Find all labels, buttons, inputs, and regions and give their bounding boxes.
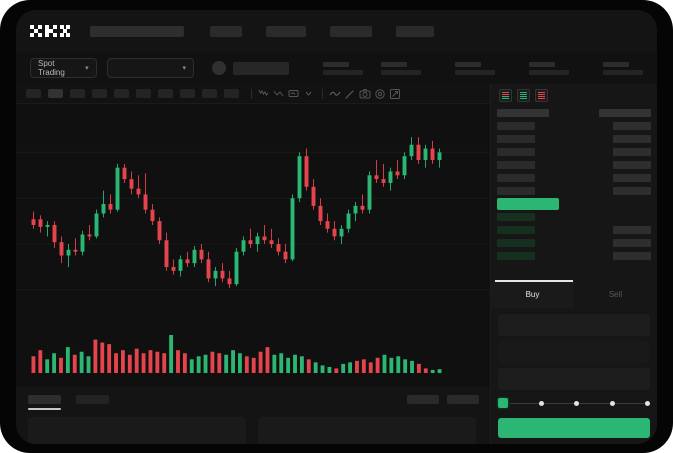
chart-toolbar bbox=[16, 84, 491, 104]
orderbook-mode-asks[interactable] bbox=[535, 88, 548, 102]
orderbook-bid-row[interactable] bbox=[497, 249, 651, 262]
orderbook-bid-row[interactable] bbox=[497, 210, 651, 223]
camera-icon[interactable] bbox=[358, 87, 371, 100]
stat-volume bbox=[603, 61, 643, 75]
nav-search-bar[interactable] bbox=[90, 25, 184, 37]
toolbar-divider bbox=[251, 88, 252, 99]
timeframe-button-7[interactable] bbox=[158, 89, 173, 98]
tab-sell[interactable]: Sell bbox=[574, 280, 657, 308]
indicators-icon[interactable] bbox=[287, 87, 300, 100]
trend-line-icon[interactable] bbox=[328, 87, 341, 100]
step-dot-4[interactable] bbox=[609, 400, 615, 406]
tab-buy[interactable]: Buy bbox=[491, 280, 574, 308]
orderbook-ask-row[interactable] bbox=[497, 132, 651, 145]
orders-tabs bbox=[16, 387, 491, 411]
timeframe-button-8[interactable] bbox=[180, 89, 195, 98]
market-info-bar: Spot Trading ▾ ▾ bbox=[16, 52, 657, 84]
step-dot-3[interactable] bbox=[574, 400, 579, 406]
order-type-field[interactable] bbox=[498, 314, 650, 336]
timeframe-button-5[interactable] bbox=[114, 89, 129, 98]
primary-cta-button[interactable] bbox=[498, 418, 650, 438]
orderbook-column-header bbox=[497, 106, 651, 119]
orderbook-rows[interactable] bbox=[491, 106, 657, 276]
settings-gear-icon[interactable] bbox=[373, 87, 386, 100]
orderbook-ask-row[interactable] bbox=[497, 184, 651, 197]
timeframe-button-1[interactable] bbox=[26, 89, 41, 98]
stat-high bbox=[455, 61, 495, 75]
nav-item-2[interactable] bbox=[266, 25, 306, 37]
orders-actions bbox=[407, 394, 479, 404]
toolbar-divider bbox=[322, 88, 323, 99]
timeframe-button-6[interactable] bbox=[136, 89, 151, 98]
stat-change bbox=[381, 61, 421, 75]
orderbook-mode-bids[interactable] bbox=[517, 88, 530, 102]
step-dot-2[interactable] bbox=[538, 400, 544, 406]
panel-divider bbox=[490, 84, 491, 444]
timeframe-button-3[interactable] bbox=[70, 89, 85, 98]
onboarding-step-indicator bbox=[491, 396, 657, 410]
timeframe-button-9[interactable] bbox=[202, 89, 217, 98]
bottom-action-2[interactable] bbox=[447, 394, 479, 404]
fullscreen-icon[interactable] bbox=[388, 87, 401, 100]
orders-panel bbox=[16, 387, 491, 444]
tab-open-orders[interactable] bbox=[28, 394, 61, 404]
nav-item-3[interactable] bbox=[330, 25, 372, 37]
orderbook-ask-row[interactable] bbox=[497, 145, 651, 158]
orders-cards bbox=[16, 411, 491, 444]
timeframe-button-10[interactable] bbox=[224, 89, 239, 98]
bottom-card-2[interactable] bbox=[258, 417, 476, 444]
chevron-down-icon[interactable] bbox=[302, 87, 315, 100]
stat-last-price bbox=[323, 61, 363, 75]
active-tab-underline bbox=[495, 280, 573, 282]
nav-item-4[interactable] bbox=[396, 25, 434, 37]
candlestick-chart[interactable] bbox=[16, 104, 491, 319]
tab-buy-label: Buy bbox=[525, 289, 540, 299]
coin-logo-icon bbox=[212, 61, 226, 75]
chevron-down-icon: ▾ bbox=[182, 64, 186, 72]
volume-histogram[interactable] bbox=[16, 319, 491, 387]
current-pair[interactable] bbox=[212, 61, 289, 75]
trade-form bbox=[491, 308, 657, 390]
drawing-tools-icon[interactable] bbox=[343, 87, 356, 100]
price-field[interactable] bbox=[498, 341, 650, 363]
bottom-action-1[interactable] bbox=[407, 394, 439, 404]
orderbook-ask-row[interactable] bbox=[497, 171, 651, 184]
chevron-down-icon: ▾ bbox=[85, 64, 89, 72]
nav-item-1[interactable] bbox=[210, 25, 242, 37]
bottom-card-1[interactable] bbox=[28, 417, 246, 444]
line-chart-icon[interactable] bbox=[272, 87, 285, 100]
active-tab-underline bbox=[28, 408, 61, 410]
pair-name-label bbox=[233, 61, 289, 75]
orderbook-highlighted-row[interactable] bbox=[497, 197, 651, 210]
orderbook-ask-row[interactable] bbox=[497, 119, 651, 132]
top-navigation-bar bbox=[16, 10, 657, 52]
okx-logo[interactable] bbox=[30, 25, 70, 37]
timeframe-button-4[interactable] bbox=[92, 89, 107, 98]
trade-sidebar: Buy Sell bbox=[491, 84, 657, 444]
pair-selector[interactable]: ▾ bbox=[106, 58, 194, 78]
app-screen: Spot Trading ▾ ▾ bbox=[16, 10, 657, 444]
stat-low bbox=[529, 61, 569, 75]
step-dot-1[interactable] bbox=[498, 398, 508, 408]
tab-order-history[interactable] bbox=[76, 394, 109, 404]
tab-sell-label: Sell bbox=[608, 289, 623, 299]
timeframe-button-2[interactable] bbox=[48, 89, 63, 98]
orderbook-ask-row[interactable] bbox=[497, 158, 651, 171]
orderbook-mode-both[interactable] bbox=[499, 88, 512, 102]
amount-field[interactable] bbox=[498, 368, 650, 390]
trade-mode-label: Spot Trading bbox=[38, 59, 65, 77]
orderbook-bid-row[interactable] bbox=[497, 223, 651, 236]
trade-mode-selector[interactable]: Spot Trading ▾ bbox=[30, 58, 97, 78]
orderbook-header bbox=[491, 84, 657, 106]
orderbook-bid-row[interactable] bbox=[497, 236, 651, 249]
buy-sell-tabs: Buy Sell bbox=[491, 280, 657, 308]
candlestick-chart-icon[interactable] bbox=[257, 87, 270, 100]
step-dot-5[interactable] bbox=[645, 400, 650, 406]
